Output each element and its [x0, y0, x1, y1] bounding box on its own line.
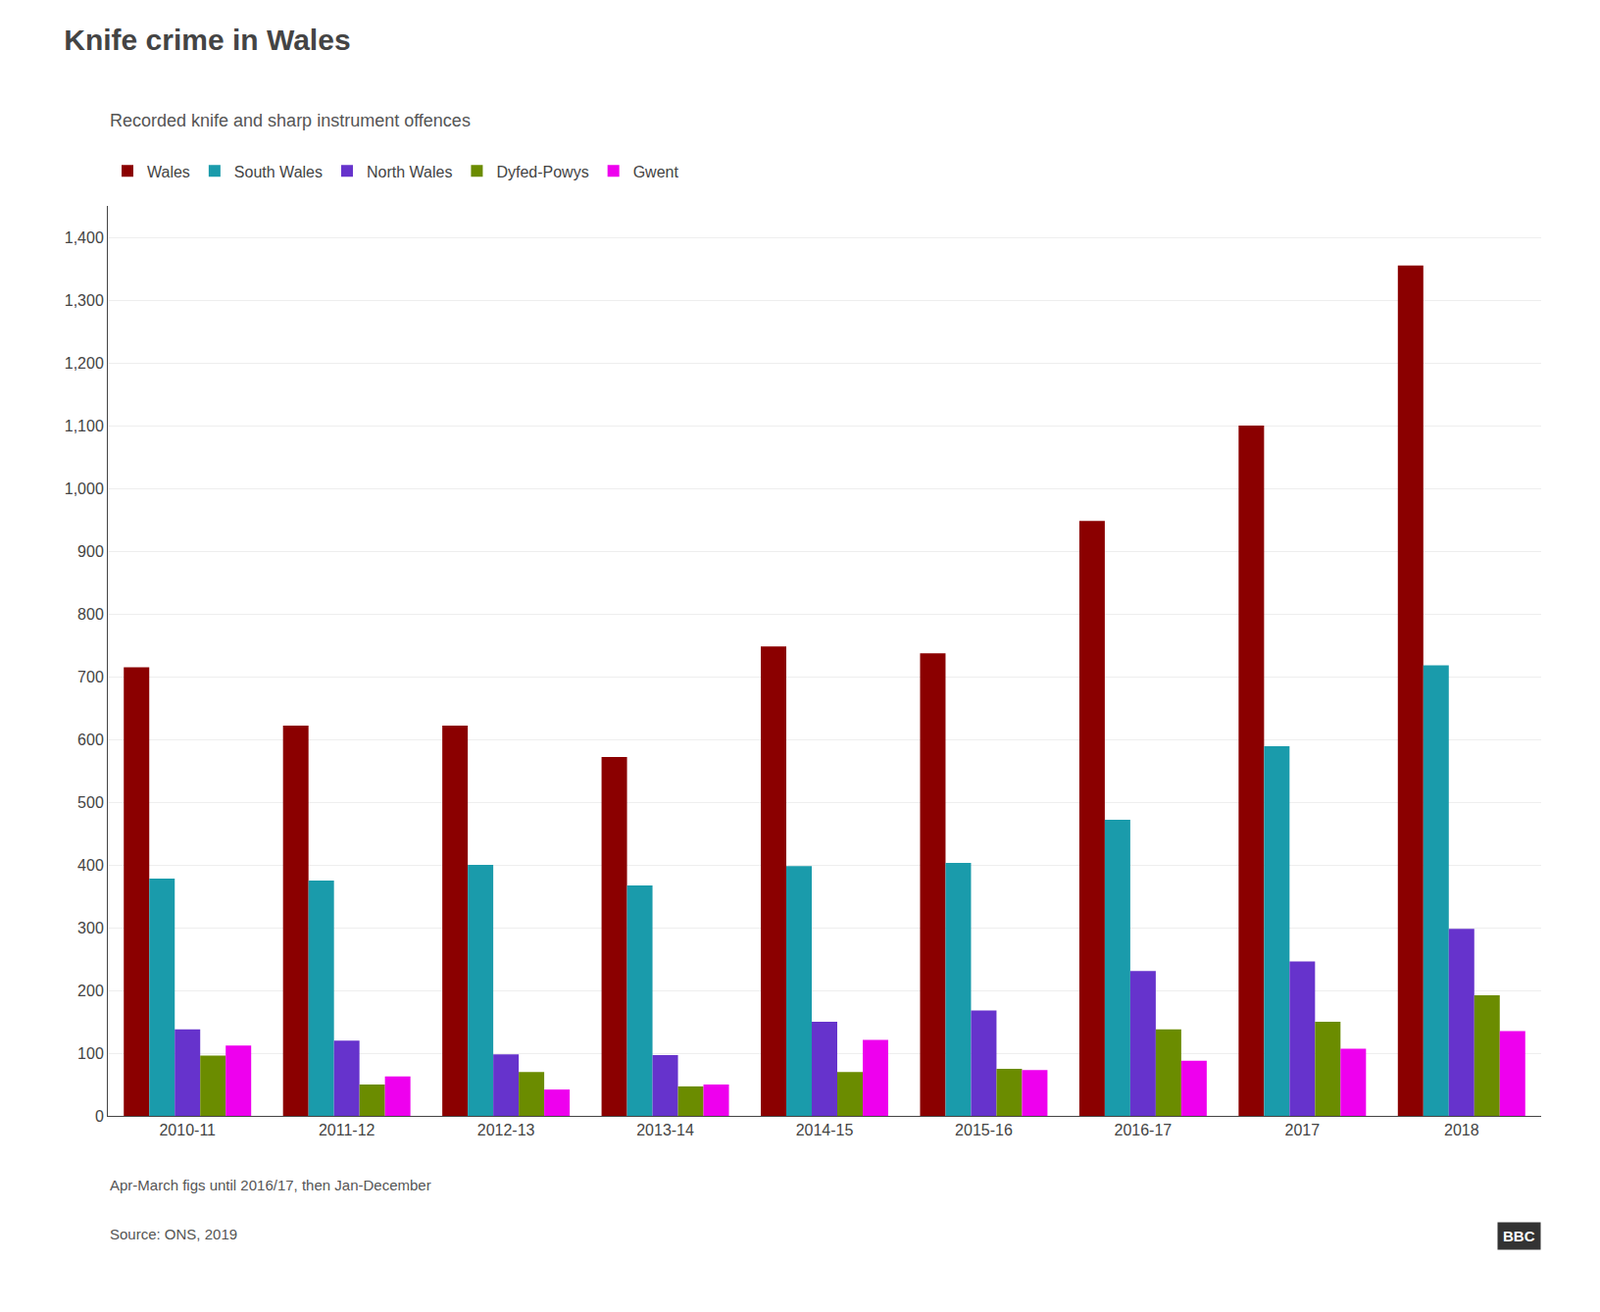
- svg-text:1,400: 1,400: [64, 229, 104, 247]
- svg-text:South Wales: South Wales: [234, 163, 323, 181]
- svg-text:2016-17: 2016-17: [1114, 1121, 1173, 1139]
- svg-text:North Wales: North Wales: [366, 163, 452, 181]
- svg-text:Knife crime in Wales: Knife crime in Wales: [63, 23, 350, 56]
- svg-text:300: 300: [77, 919, 104, 937]
- svg-text:2010-11: 2010-11: [158, 1121, 216, 1139]
- svg-text:600: 600: [77, 731, 104, 749]
- svg-text:BBC: BBC: [1502, 1227, 1536, 1245]
- svg-text:2014-15: 2014-15: [796, 1121, 854, 1139]
- svg-text:800: 800: [77, 605, 104, 623]
- svg-text:Recorded knife and sharp instr: Recorded knife and sharp instrument offe…: [109, 110, 471, 131]
- svg-text:2017: 2017: [1285, 1121, 1321, 1139]
- svg-text:1,300: 1,300: [64, 292, 104, 309]
- svg-text:700: 700: [77, 668, 104, 686]
- svg-text:2015-16: 2015-16: [954, 1121, 1013, 1139]
- svg-text:400: 400: [77, 856, 104, 874]
- svg-text:2011-12: 2011-12: [318, 1121, 376, 1139]
- svg-text:2013-14: 2013-14: [636, 1121, 695, 1139]
- svg-text:1,100: 1,100: [64, 417, 104, 435]
- svg-text:Wales: Wales: [147, 163, 191, 181]
- svg-text:2012-13: 2012-13: [477, 1121, 536, 1139]
- svg-text:100: 100: [77, 1045, 104, 1062]
- svg-text:1,200: 1,200: [64, 354, 104, 372]
- svg-text:Gwent: Gwent: [633, 163, 680, 181]
- svg-text:200: 200: [77, 982, 104, 1000]
- svg-text:Apr-March figs until 2016/17,: Apr-March figs until 2016/17, then Jan-D…: [109, 1176, 432, 1194]
- svg-text:900: 900: [77, 543, 104, 560]
- svg-text:500: 500: [77, 794, 104, 811]
- svg-text:1,000: 1,000: [64, 480, 104, 498]
- svg-text:Dyfed-Powys: Dyfed-Powys: [496, 163, 589, 181]
- svg-text:0: 0: [95, 1107, 104, 1125]
- svg-text:Source: ONS, 2019: Source: ONS, 2019: [109, 1225, 238, 1243]
- svg-text:2018: 2018: [1444, 1121, 1480, 1139]
